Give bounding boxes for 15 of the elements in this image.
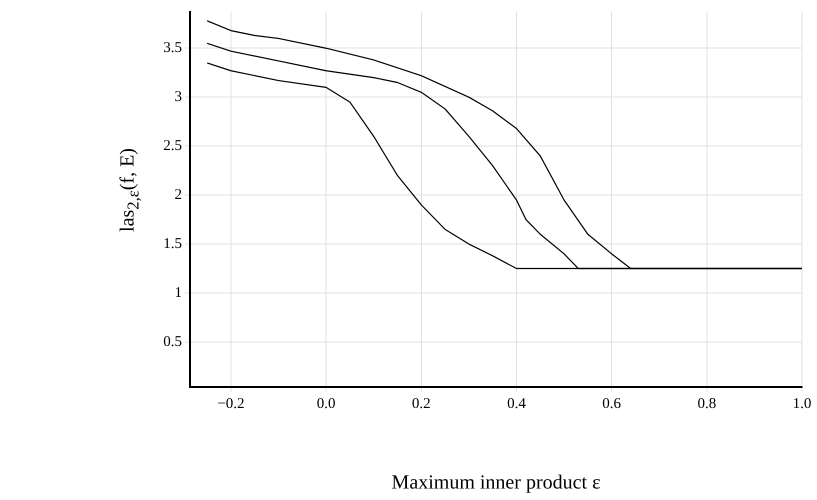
- x-tick-label: 0.8: [697, 396, 716, 412]
- x-axis-title: Maximum inner product ε: [392, 471, 600, 494]
- x-tick-label: 0.6: [602, 396, 622, 412]
- x-tick-label: 0.4: [507, 396, 526, 412]
- x-tick-label: 1.0: [792, 396, 812, 412]
- y-tick-label: 2: [174, 187, 182, 204]
- x-tick-label: 0.0: [316, 396, 336, 412]
- y-tick-label: 0.5: [163, 334, 182, 350]
- y-tick-label: 1.5: [163, 236, 182, 252]
- x-tick-label: −0.2: [217, 396, 245, 412]
- y-tick-label: 3.5: [163, 40, 182, 56]
- y-tick-label: 2.5: [163, 138, 182, 154]
- y-tick-label: 1: [174, 284, 182, 301]
- x-tick-label: 0.2: [412, 396, 431, 412]
- y-tick-label: 3: [174, 89, 182, 106]
